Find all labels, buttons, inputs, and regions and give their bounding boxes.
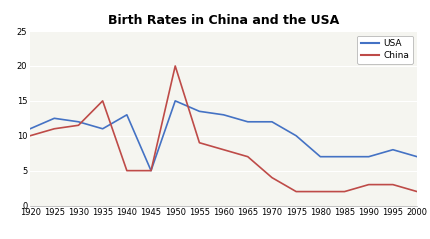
USA bbox=[366, 155, 372, 158]
USA bbox=[28, 127, 33, 130]
USA bbox=[415, 155, 420, 158]
USA bbox=[294, 134, 299, 137]
USA bbox=[221, 113, 226, 116]
China bbox=[124, 169, 129, 172]
USA bbox=[52, 117, 57, 120]
Title: Birth Rates in China and the USA: Birth Rates in China and the USA bbox=[108, 14, 339, 27]
China bbox=[342, 190, 347, 193]
USA bbox=[173, 99, 178, 102]
USA bbox=[270, 120, 275, 123]
USA bbox=[76, 120, 81, 123]
China bbox=[76, 124, 81, 127]
Line: China: China bbox=[30, 66, 417, 192]
China bbox=[270, 176, 275, 179]
Legend: USA, China: USA, China bbox=[357, 36, 413, 64]
USA bbox=[390, 148, 396, 151]
China bbox=[173, 65, 178, 67]
USA bbox=[148, 169, 154, 172]
USA bbox=[342, 155, 347, 158]
Line: USA: USA bbox=[30, 101, 417, 171]
USA bbox=[197, 110, 202, 113]
China bbox=[318, 190, 323, 193]
China bbox=[415, 190, 420, 193]
China bbox=[390, 183, 396, 186]
China bbox=[148, 169, 154, 172]
China bbox=[100, 99, 105, 102]
China bbox=[221, 148, 226, 151]
China bbox=[28, 134, 33, 137]
USA bbox=[245, 120, 250, 123]
China bbox=[366, 183, 372, 186]
USA bbox=[100, 127, 105, 130]
China bbox=[197, 141, 202, 144]
China bbox=[52, 127, 57, 130]
China bbox=[294, 190, 299, 193]
China bbox=[245, 155, 250, 158]
USA bbox=[124, 113, 129, 116]
USA bbox=[318, 155, 323, 158]
